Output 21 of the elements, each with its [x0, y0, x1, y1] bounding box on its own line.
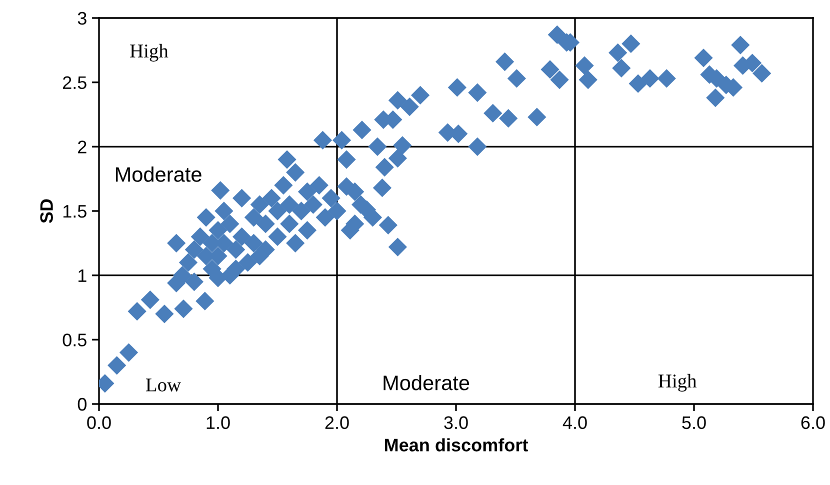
y-tick-label: 0: [78, 398, 86, 411]
annotation: Moderate: [116, 166, 202, 182]
x-tick-label: 6.0: [801, 416, 825, 430]
y-axis-title: SD: [40, 199, 53, 224]
x-tick-label: 2.0: [325, 416, 349, 430]
y-tick-label: 2: [78, 140, 86, 154]
annotation: Low: [146, 378, 181, 392]
annotation: High: [130, 44, 168, 62]
x-tick-label: 5.0: [682, 416, 706, 430]
annotation: Moderate: [384, 374, 470, 390]
y-tick-label: 2.5: [63, 76, 86, 90]
x-tick-label: 3.0: [444, 416, 468, 430]
x-tick-label: 0.0: [87, 416, 111, 430]
x-tick-label: 4.0: [562, 416, 587, 430]
y-tick-label: 1.5: [63, 205, 86, 218]
y-tick-label: 1: [78, 269, 86, 282]
y-tick-label: 3: [78, 12, 86, 25]
x-tick-label: 1.0: [206, 416, 230, 430]
x-axis-title: Mean discomfort: [384, 438, 528, 452]
annotation: High: [658, 374, 697, 392]
y-tick-label: 0.5: [62, 334, 86, 346]
